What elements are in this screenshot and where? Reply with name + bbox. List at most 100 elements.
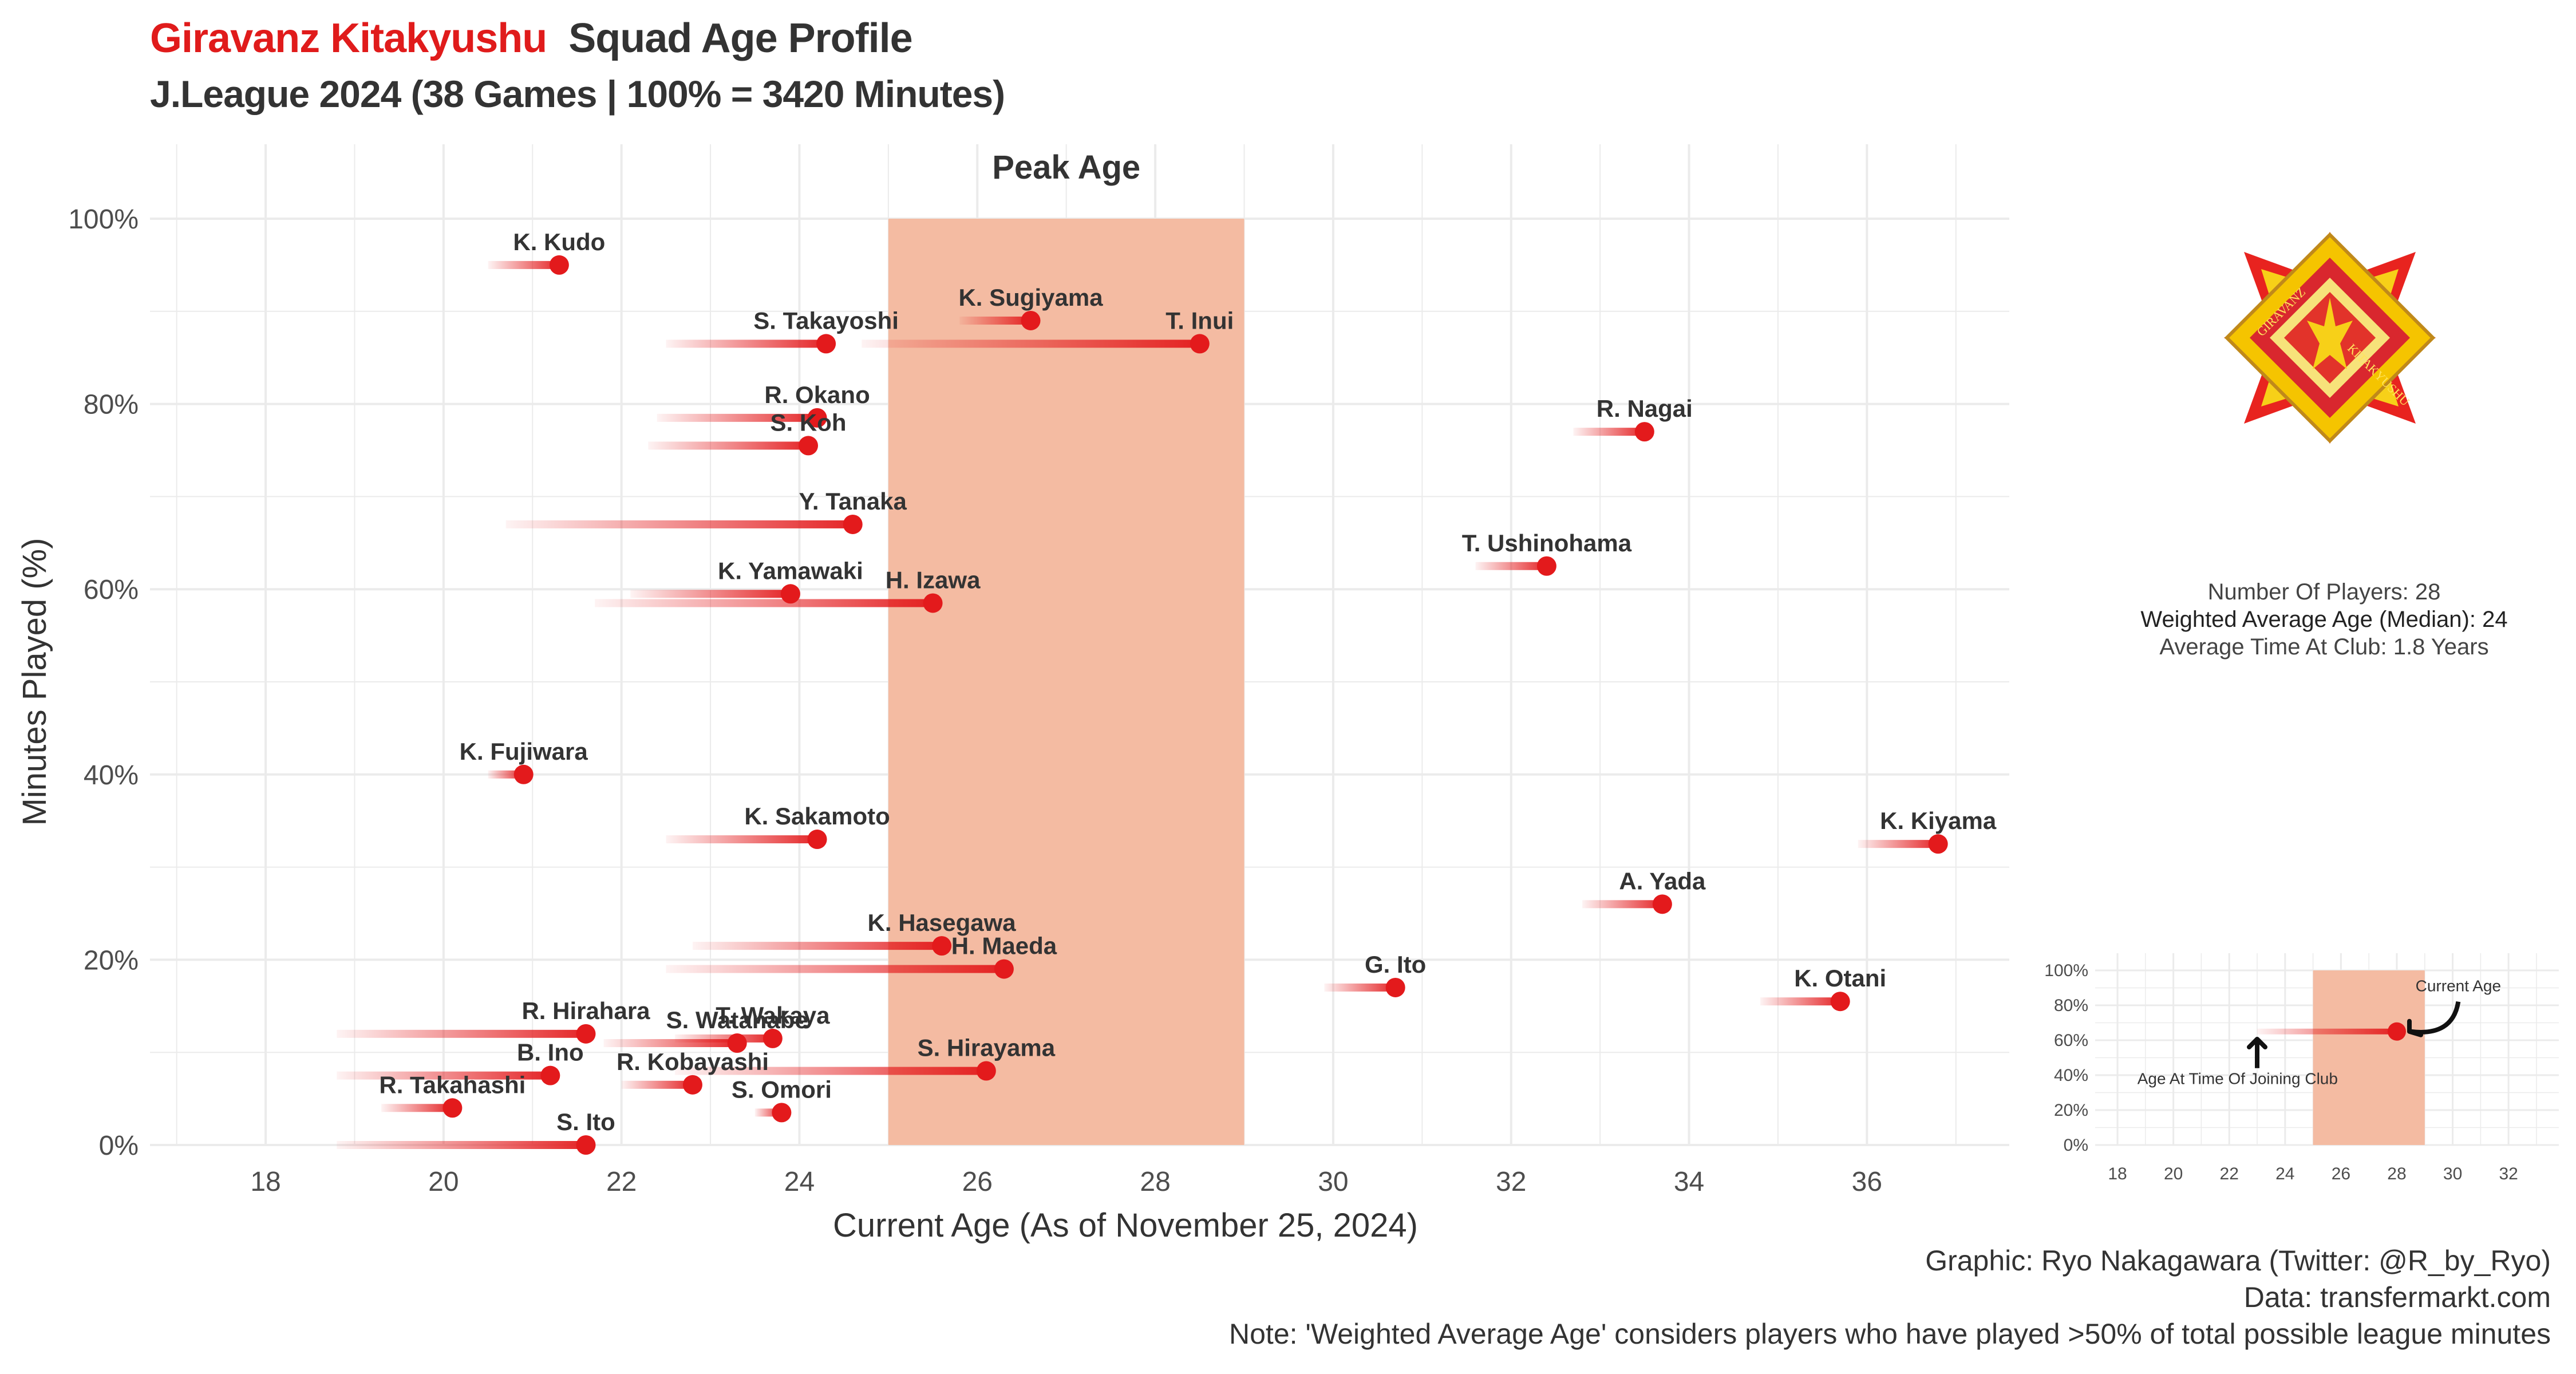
y-axis-label: Minutes Played (%) <box>16 538 53 826</box>
title-rest: Squad Age Profile <box>568 15 912 61</box>
tenure-segment-k-hasegawa <box>692 942 942 950</box>
tenure-segment-k-otani <box>1760 997 1840 1006</box>
x-tick-label: 24 <box>784 1167 815 1197</box>
player-label-s-omori: S. Omori <box>732 1076 832 1103</box>
player-point-r-hirahara <box>576 1024 596 1044</box>
x-tick-label: 34 <box>1674 1167 1704 1197</box>
player-label-k-kiyama: K. Kiyama <box>1880 807 1997 834</box>
x-tick-label: 18 <box>250 1167 280 1197</box>
player-label-r-takahashi: R. Takahashi <box>379 1071 526 1098</box>
inset-x-tick-label: 30 <box>2443 1164 2462 1183</box>
player-point-s-takayoshi <box>816 334 836 354</box>
player-point-a-yada <box>1652 894 1672 914</box>
x-tick-label: 32 <box>1496 1167 1526 1197</box>
inset-peak-age-band <box>2313 970 2425 1145</box>
inset-y-tick-label: 60% <box>2054 1031 2088 1050</box>
player-label-s-koh: S. Koh <box>771 409 847 436</box>
player-point-k-kudo <box>549 255 569 275</box>
inset-x-tick-label: 20 <box>2164 1164 2183 1183</box>
stat-number-of-players: Number Of Players: 28 <box>2207 579 2441 605</box>
x-tick-label: 28 <box>1140 1167 1170 1197</box>
y-tick-label: 100% <box>68 204 139 235</box>
player-point-g-ito <box>1385 977 1405 997</box>
tenure-segment-r-okano <box>657 413 817 422</box>
inset-player-point <box>2387 1022 2406 1041</box>
caption-note: Note: 'Weighted Average Age' considers p… <box>1229 1318 2551 1350</box>
club-crest-icon: GIRAVANZ KITAKYUSHU <box>2224 232 2436 444</box>
peak-age-band <box>888 219 1244 1145</box>
player-point-s-koh <box>799 436 819 456</box>
player-point-s-watanabe <box>727 1033 747 1053</box>
player-point-k-sakamoto <box>807 830 827 850</box>
player-label-s-takayoshi: S. Takayoshi <box>753 307 899 334</box>
x-tick-label: 22 <box>606 1167 637 1197</box>
player-label-k-fujiwara: K. Fujiwara <box>460 738 588 765</box>
x-tick-label: 26 <box>962 1167 993 1197</box>
inset-y-tick-label: 20% <box>2054 1101 2088 1120</box>
tenure-segment-s-watanabe <box>603 1039 737 1048</box>
y-tick-label: 40% <box>84 760 139 791</box>
tenure-segment-k-sakamoto <box>666 835 817 844</box>
inset-tenure-segment <box>2257 1028 2397 1035</box>
inset-y-tick-label: 0% <box>2064 1136 2088 1155</box>
player-point-k-yamawaki <box>780 584 800 604</box>
player-label-k-kudo: K. Kudo <box>513 228 605 255</box>
inset-x-tick-label: 22 <box>2220 1164 2239 1183</box>
tenure-segment-s-hirayama <box>674 1067 986 1075</box>
chart-caption: Graphic: Ryo Nakagawara (Twitter: @R_by_… <box>1229 1242 2551 1352</box>
player-label-h-izawa: H. Izawa <box>886 566 981 593</box>
x-tick-label: 36 <box>1852 1167 1882 1197</box>
inset-y-tick-label: 100% <box>2044 961 2088 980</box>
player-point-s-ito <box>576 1135 596 1155</box>
player-point-k-otani <box>1830 992 1850 1012</box>
y-tick-label: 20% <box>84 945 139 976</box>
player-label-s-watanabe: S. Watanabe <box>666 1006 808 1033</box>
club-name: Giravanz Kitakyushu <box>150 15 547 61</box>
player-label-s-ito: S. Ito <box>556 1108 615 1135</box>
chart-subtitle: J.League 2024 (38 Games | 100% = 3420 Mi… <box>150 73 1005 115</box>
inset-y-tick-label: 40% <box>2054 1066 2088 1085</box>
player-point-k-hasegawa <box>932 936 952 956</box>
player-point-k-fujiwara <box>513 764 534 784</box>
caption-graphic-credit: Graphic: Ryo Nakagawara (Twitter: @R_by_… <box>1925 1245 2551 1277</box>
x-tick-label: 30 <box>1318 1167 1348 1197</box>
player-label-r-okano: R. Okano <box>764 381 870 408</box>
player-label-b-ino: B. Ino <box>517 1039 584 1066</box>
player-label-h-maeda: H. Maeda <box>951 933 1057 960</box>
tenure-segment-k-kiyama <box>1858 840 1938 848</box>
tenure-segment-h-izawa <box>595 599 933 607</box>
inset-x-tick-label: 26 <box>2332 1164 2350 1183</box>
player-point-r-takahashi <box>442 1098 463 1118</box>
tenure-segment-k-sugiyama <box>959 316 1031 325</box>
x-axis-label: Current Age (As of November 25, 2024) <box>833 1207 1418 1244</box>
player-label-k-sakamoto: K. Sakamoto <box>744 803 890 830</box>
player-point-t-ushinohama <box>1536 556 1556 576</box>
inset-x-tick-label: 28 <box>2387 1164 2406 1183</box>
y-tick-label: 80% <box>84 390 139 420</box>
player-label-r-kobayashi: R. Kobayashi <box>617 1048 769 1075</box>
inset-x-tick-label: 24 <box>2275 1164 2294 1183</box>
player-point-b-ino <box>540 1065 560 1085</box>
inset-arrowhead-current-age <box>2407 1018 2423 1037</box>
peak-age-label: Peak Age <box>992 149 1140 186</box>
player-label-k-hasegawa: K. Hasegawa <box>868 909 1017 936</box>
inset-x-tick-label: 18 <box>2108 1164 2127 1183</box>
squad-stats: Number Of Players: 28 Weighted Average A… <box>2118 578 2530 661</box>
inset-y-tick-label: 80% <box>2054 996 2088 1015</box>
player-label-g-ito: G. Ito <box>1365 951 1426 978</box>
player-label-k-otani: K. Otani <box>1794 965 1886 992</box>
inset-annotation-current-age: Current Age <box>2416 977 2501 995</box>
player-label-t-ushinohama: T. Ushinohama <box>1462 530 1632 556</box>
player-label-t-inui: T. Inui <box>1165 307 1234 334</box>
player-label-s-hirayama: S. Hirayama <box>918 1035 1056 1061</box>
tenure-segment-g-ito <box>1324 983 1396 992</box>
inset-explainer-chart: 18 20 22 24 26 28 30 32 0% 20% 40% 60% 80% 100% Curren… <box>2044 953 2559 1183</box>
player-point-s-omori <box>772 1103 792 1123</box>
x-tick-label: 20 <box>428 1167 459 1197</box>
player-point-h-izawa <box>923 593 943 613</box>
stat-weighted-average-age: Weighted Average Age (Median): 24 <box>2140 607 2508 632</box>
player-point-t-inui <box>1190 334 1210 354</box>
inset-x-tick-label: 32 <box>2499 1164 2518 1183</box>
player-label-k-yamawaki: K. Yamawaki <box>718 557 863 584</box>
